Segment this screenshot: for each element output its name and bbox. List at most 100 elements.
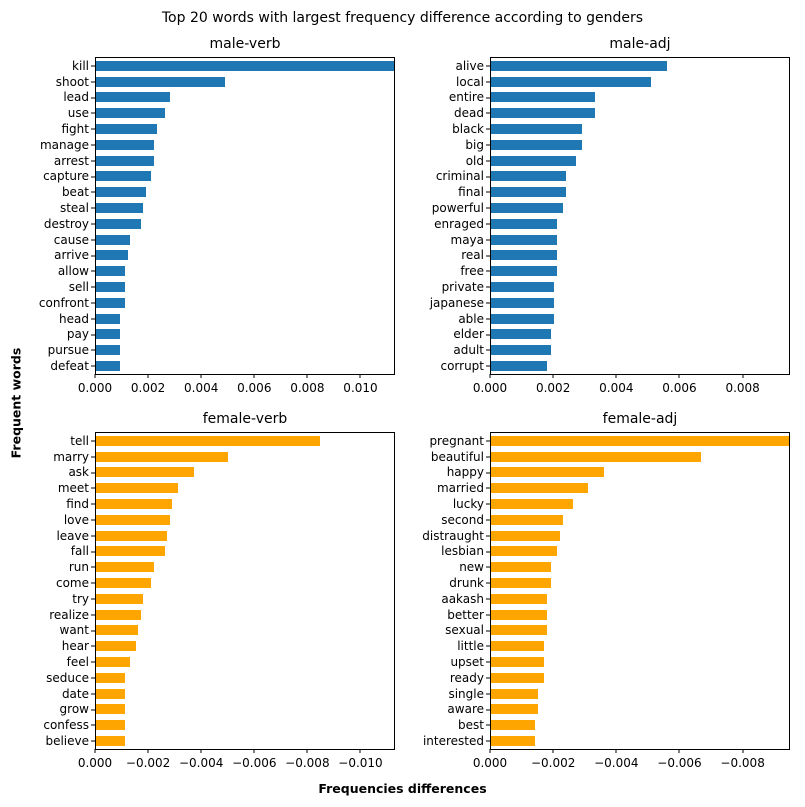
y-tick-mark [91,472,95,473]
y-tick-mark [91,334,95,335]
y-tick-label-aware: aware [447,702,484,717]
bar-confess [96,720,125,731]
bar-drunk [491,578,551,589]
y-tick-label-married: married [436,481,484,496]
y-tick-mark [486,693,490,695]
x-tick-mark [147,749,149,753]
bar-row [491,327,789,343]
y-tick-mark [91,176,95,177]
bar-alive [491,60,667,71]
bar-row [96,623,394,639]
y-tick-mark [91,286,95,288]
y-tick-labels: alive local entire dead black big old criminal f… [430,58,484,374]
bar-happy [491,467,604,478]
y-tick-label-lucky: lucky [452,497,484,512]
y-tick-labels: tell marry ask meet find love leave fall run come… [43,433,89,749]
bar-row [491,169,789,185]
bar-row [491,528,789,544]
x-tick-label: 0.000 [77,756,113,770]
y-tick-label-manage: manage [39,137,89,152]
x-tick-mark [94,749,96,753]
x-axis-ticks: 0.000 0.002 0.004 0.006 0.008 0.010 [78,374,395,400]
x-tick-mark [615,749,617,753]
y-tick-label-ask: ask [68,465,89,480]
bar-criminal [491,171,567,182]
y-tick-mark [486,630,490,631]
subplot-male-verb: male-verb kill shoot lead use fight manage arr… [39,36,395,395]
x-tick-mark [306,749,308,753]
x-tick-label: −0.008 [285,756,330,770]
bar-meet [96,483,178,494]
y-tick-mark [486,176,490,177]
bar-maya [491,234,557,245]
y-tick-mark [91,566,95,568]
y-tick-mark [486,614,490,616]
bar-pay [96,329,120,340]
y-tick-mark [91,65,95,67]
y-tick-mark [91,740,95,742]
x-axis-ticks: 0.000 0.002 0.004 0.006 0.008 [473,374,790,400]
x-tick-label: 0.006 [662,381,697,395]
y-tick-label-arrest: arrest [53,153,89,168]
bar-row [491,232,789,248]
x-tick-label: 0.000 [472,381,508,395]
bar-believe [96,736,125,747]
y-tick-mark [91,318,95,320]
y-tick-mark [486,551,490,552]
bar-use [96,108,165,119]
bar-row [491,480,789,496]
y-tick-label-entire: entire [448,90,484,105]
bar-row [96,74,394,90]
y-tick-label-head: head [59,311,89,326]
bar-confront [96,297,125,308]
x-tick-mark [200,749,202,753]
y-tick-mark [486,318,490,320]
y-tick-label-aakash: aakash [441,591,484,606]
y-tick-label-drunk: drunk [449,576,484,591]
bar-cause [96,234,131,245]
y-tick-label-powerful: powerful [431,201,484,216]
x-tick-label: 0.002 [130,381,166,395]
y-tick-mark [486,302,490,304]
y-tick-labels: kill shoot lead use fight manage arrest capture… [39,58,89,374]
x-tick-label: −0.004 [594,756,639,770]
y-tick-label-fight: fight [61,122,90,137]
bar-row [96,654,394,670]
subplot-title-male-verb: male-verb [209,36,281,52]
y-tick-label-beat: beat [61,185,89,200]
y-tick-label-distraught: distraught [422,528,484,543]
y-tick-mark [91,239,95,241]
y-tick-mark [486,503,490,505]
y-tick-label-fall: fall [70,544,89,559]
bar-row [491,717,789,733]
x-tick-mark [552,374,554,378]
bar-best [491,720,535,731]
bar-sell [96,282,125,293]
bar-new [491,562,551,573]
y-tick-label-new: new [459,560,484,575]
bar-row [96,137,394,153]
bar-better [491,609,548,620]
bar-row [96,465,394,481]
y-tick-label-pregnant: pregnant [429,433,484,448]
y-tick-label-shoot: shoot [55,74,89,89]
y-tick-mark [91,598,95,600]
x-axis-ticks: 0.000 −0.002 −0.004 −0.006 −0.008 −0.010 [78,749,395,775]
bar-corrupt [491,361,548,372]
y-tick-label-adult: adult [453,343,484,358]
x-tick-label: 0.000 [472,756,508,770]
y-tick-mark [91,693,95,695]
bar-lead [96,92,170,103]
y-tick-label-destroy: destroy [43,216,89,231]
bar-pursue [96,345,120,356]
y-tick-label-hear: hear [61,639,89,654]
y-tick-mark [486,97,490,98]
bar-little [491,641,545,652]
bar-free [491,266,557,277]
x-tick-label: 0.006 [237,381,272,395]
bar-want [96,625,139,636]
y-tick-label-arrive: arrive [54,248,89,263]
y-tick-label-tell: tell [70,433,89,448]
bar-row [96,670,394,686]
